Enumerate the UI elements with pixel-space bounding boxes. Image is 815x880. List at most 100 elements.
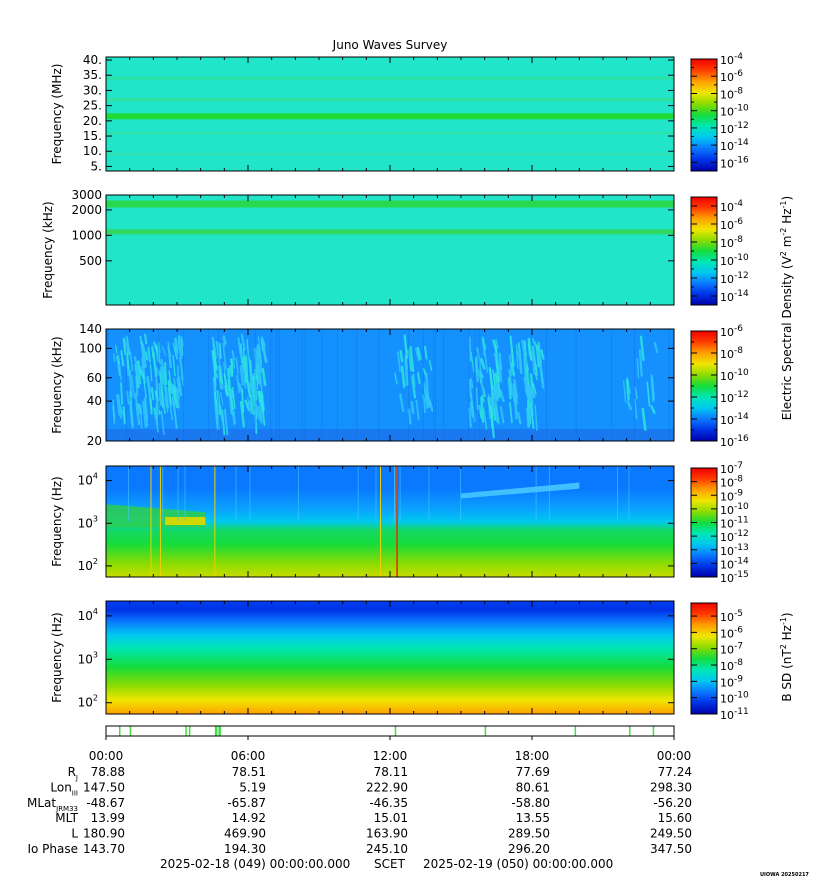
mode-bar-mark xyxy=(188,726,191,736)
ephemeris-value: 347.50 xyxy=(650,842,692,856)
emission-streak xyxy=(168,397,174,421)
y-tick-label: 10. xyxy=(83,144,102,158)
emission-streak xyxy=(116,394,120,416)
emission-streak xyxy=(137,360,142,385)
emission-streak xyxy=(495,372,498,382)
emission-streak xyxy=(508,354,513,376)
chart-title: Juno Waves Survey xyxy=(332,38,448,52)
emission-streak xyxy=(499,389,505,403)
emission-streak xyxy=(469,401,475,417)
emission-streak xyxy=(135,402,141,426)
emission-streak xyxy=(650,377,655,403)
emission-streak xyxy=(242,356,248,383)
emission-streak xyxy=(487,397,492,413)
emission-streak xyxy=(409,345,415,373)
emission-streak xyxy=(523,358,527,380)
colorbar-label: 10-7 xyxy=(720,642,743,657)
x-tick-label: 12:00 xyxy=(373,749,408,763)
emission-band xyxy=(106,98,674,101)
emission-streak xyxy=(530,386,536,399)
emission-streak xyxy=(483,408,488,430)
spectrogram-1 xyxy=(106,57,674,171)
emission-band xyxy=(106,132,674,134)
emission-streak xyxy=(540,349,545,360)
y-axis-label: Frequency (MHz) xyxy=(50,64,64,165)
emission-streak xyxy=(164,362,168,386)
emission-streak xyxy=(526,407,530,428)
emission-streak xyxy=(481,394,485,403)
emission-streak xyxy=(258,400,263,424)
emission-streak xyxy=(150,386,155,401)
emission-streak xyxy=(257,390,262,399)
colorbar-label: 10-6 xyxy=(720,69,743,84)
y-tick-label: 2000 xyxy=(71,203,102,217)
emission-streak xyxy=(423,382,427,393)
emission-streak xyxy=(650,405,656,414)
emission-streak xyxy=(527,337,532,357)
emission-band xyxy=(106,229,674,235)
emission-streak xyxy=(131,375,136,399)
ephemeris-value: 180.90 xyxy=(83,827,125,841)
emission-band xyxy=(106,153,674,156)
emission-streak xyxy=(509,401,513,424)
y-tick-label: 140 xyxy=(79,322,102,336)
emission-streak xyxy=(507,377,512,400)
colorbar-label: 10-12 xyxy=(720,529,749,544)
emission-streak xyxy=(653,341,659,354)
emission-streak xyxy=(246,339,250,356)
ephemeris-value: 13.99 xyxy=(91,811,125,825)
emission-streak xyxy=(135,365,141,384)
emission-streak xyxy=(154,390,160,402)
footer-stamp: UIOWA 20250217 xyxy=(760,872,809,878)
emission-streak xyxy=(115,356,121,365)
y-tick-label: 35. xyxy=(83,68,102,82)
emission-streak xyxy=(224,384,228,395)
y-axis-label: Frequency (kHz) xyxy=(50,336,64,433)
emission-streak xyxy=(125,352,130,370)
emission-streak xyxy=(229,364,234,378)
emission-streak xyxy=(221,409,226,436)
colorbar-label: 10-12 xyxy=(720,121,749,136)
emission-streak xyxy=(494,357,501,382)
emission-streak xyxy=(173,385,178,408)
colorbar-3: 10-16 10-14 10-12 10-10 10-8 10-6 xyxy=(690,324,749,449)
colorbar-label: 10-10 xyxy=(720,104,749,119)
emission-streak xyxy=(532,338,536,346)
emission-streak xyxy=(250,397,256,408)
emission-streak xyxy=(157,382,163,407)
emission-streak xyxy=(129,351,134,372)
x-axis-labels: 00:00 06:00 12:00 18:00 00:00 xyxy=(89,749,692,763)
y-tick-label: 3000 xyxy=(71,188,102,202)
emission-streak xyxy=(117,394,123,419)
emission-streak xyxy=(144,333,148,345)
emission-streak xyxy=(147,346,151,363)
emission-streak xyxy=(483,349,489,373)
emission-streak xyxy=(428,360,433,371)
magnetic-colorbar-title: B SD (nT2 Hz-1) xyxy=(779,612,794,701)
emission-streak xyxy=(153,341,158,351)
emission-streak xyxy=(160,410,165,436)
emission-streak xyxy=(222,336,226,347)
emission-streak xyxy=(149,397,153,415)
emission-streak xyxy=(255,403,259,419)
emission-streak xyxy=(159,366,165,384)
ephemeris-value: -46.35 xyxy=(369,796,408,810)
emission-streak xyxy=(468,407,472,428)
ephemeris-value: 163.90 xyxy=(366,827,408,841)
colorbar-label: 10-4 xyxy=(720,52,743,67)
emission-streak xyxy=(155,377,159,395)
mode-bar-frame xyxy=(105,725,675,737)
colorbar-label: 10-5 xyxy=(720,609,743,624)
emission-streak xyxy=(215,340,221,358)
emission-streak xyxy=(177,376,183,397)
x-tick-label: 00:00 xyxy=(657,749,692,763)
mode-bar-mark xyxy=(119,726,121,736)
y-tick-label: 25. xyxy=(83,99,102,113)
ephemeris-value: 15.60 xyxy=(658,811,692,825)
emission-streak xyxy=(232,410,236,425)
emission-streak xyxy=(158,351,161,365)
emission-streak xyxy=(120,351,125,366)
emission-streak xyxy=(428,399,434,412)
emission-streak xyxy=(229,358,234,367)
